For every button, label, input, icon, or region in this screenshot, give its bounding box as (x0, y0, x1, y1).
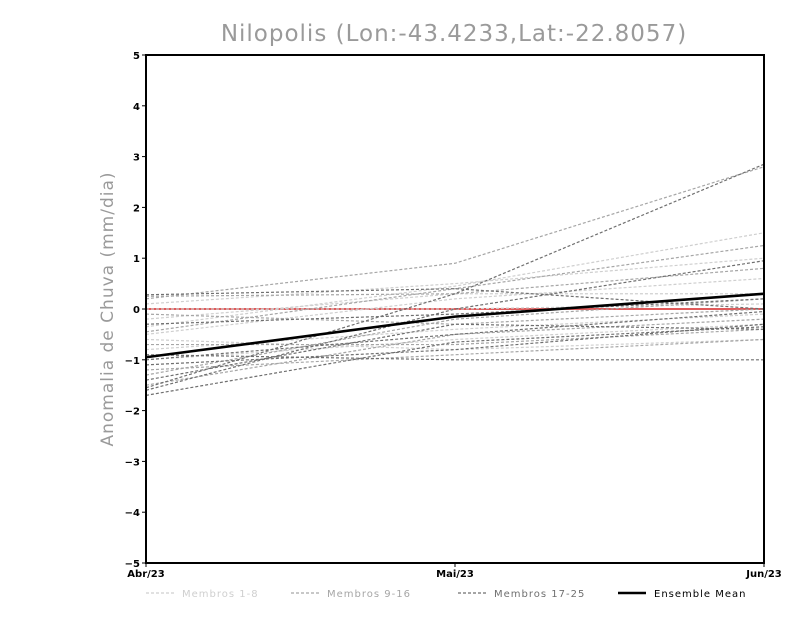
member-line-10 (145, 244, 765, 333)
x-tick-label: Jun/23 (745, 569, 782, 580)
legend: Membros 1-8 Membros 9-16 Membros 17-25 Ense… (146, 589, 746, 600)
x-tick-label: Abr/23 (127, 569, 164, 580)
y-tick-label: 2 (133, 203, 140, 214)
y-axis-label: Anomalia de Chuva (mm/dia) (98, 171, 118, 446)
y-tick-label: −3 (125, 457, 140, 468)
y-tick-label: −1 (125, 356, 140, 367)
member-line-3 (145, 277, 765, 335)
legend-label: Membros 9-16 (327, 589, 411, 600)
legend-label: Membros 1-8 (182, 589, 259, 600)
legend-label: Ensemble Mean (654, 589, 746, 600)
member-line-9 (145, 166, 765, 300)
y-tick-label: −4 (125, 508, 140, 519)
member-line-17 (145, 163, 765, 389)
y-tick-label: −5 (125, 559, 140, 570)
member-line-24 (145, 298, 765, 325)
series-layer (145, 163, 765, 396)
member-line-15 (145, 338, 765, 371)
member-line-6 (145, 323, 765, 361)
member-line-7 (145, 338, 765, 351)
ensemble-mean-line (145, 292, 765, 359)
member-line-12 (145, 298, 765, 376)
member-line-22 (145, 323, 765, 366)
member-line-2 (145, 257, 765, 305)
legend-label: Membros 17-25 (494, 589, 585, 600)
y-tick-label: 3 (133, 153, 140, 164)
chart-title: Nilopolis (Lon:-43.4233,Lat:-22.8057) (221, 21, 687, 47)
member-line-16 (145, 308, 765, 325)
y-tick-label: 0 (133, 305, 140, 316)
member-line-25 (145, 310, 765, 361)
member-line-11 (145, 267, 765, 297)
y-tick-label: −2 (125, 407, 140, 418)
member-line-21 (145, 354, 764, 361)
y-tick-label: 1 (133, 254, 140, 265)
x-tick-label: Mai/23 (436, 569, 474, 580)
y-tick-label: 4 (133, 102, 140, 113)
y-tick-label: 5 (133, 51, 140, 62)
member-line-23 (145, 323, 765, 381)
member-line-20 (145, 326, 765, 396)
member-line-1 (145, 232, 765, 328)
member-line-19 (145, 260, 765, 391)
